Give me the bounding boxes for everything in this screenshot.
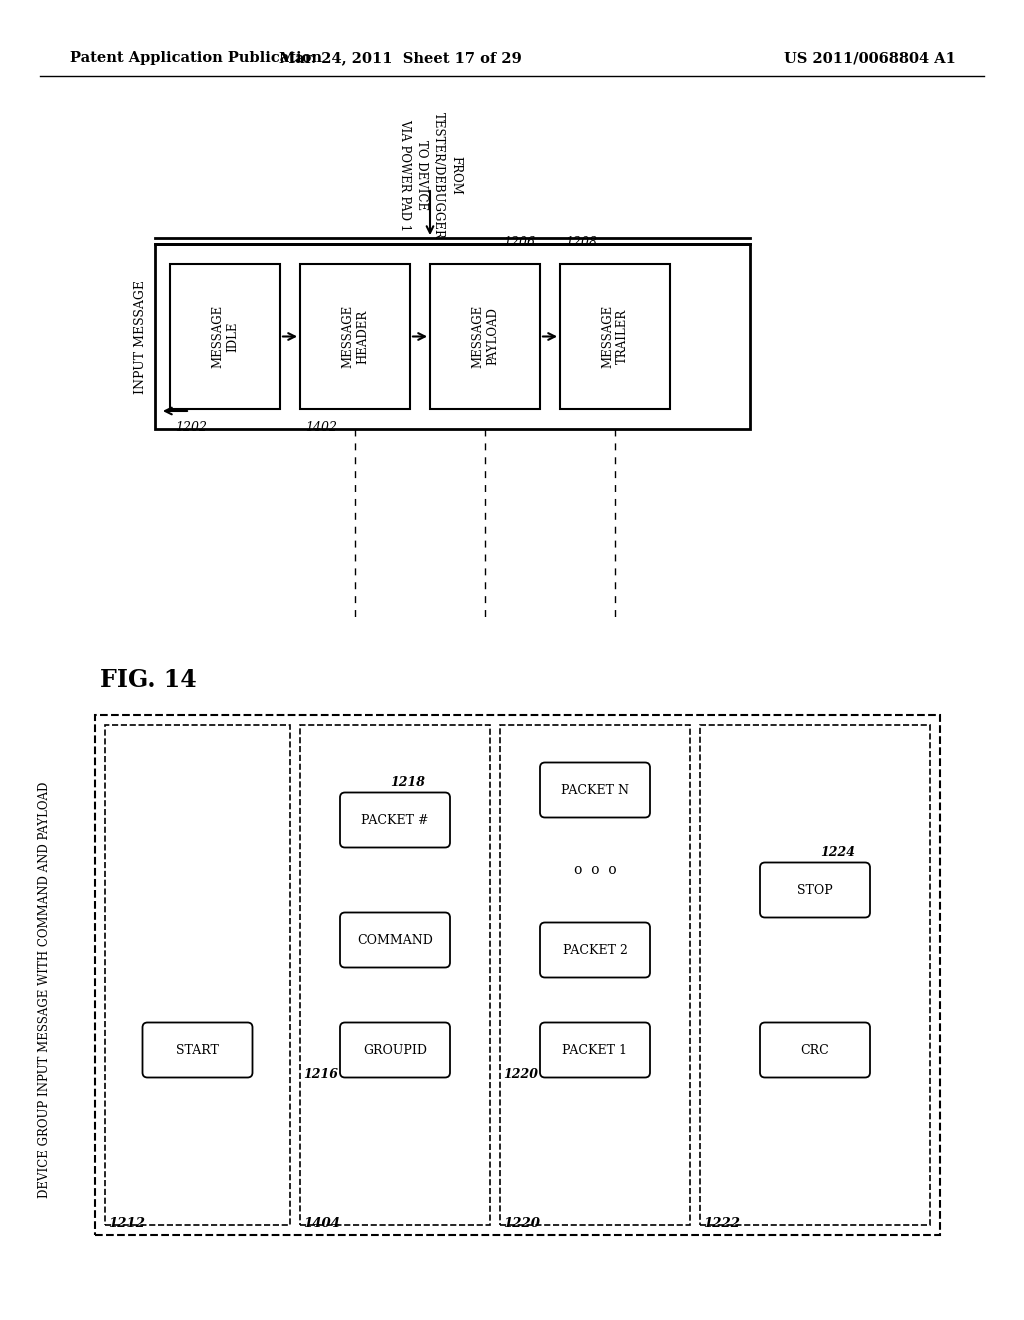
Text: INPUT MESSAGE: INPUT MESSAGE bbox=[133, 280, 146, 393]
Text: MESSAGE
TRAILER: MESSAGE TRAILER bbox=[601, 305, 629, 368]
Bar bbox=[500, 725, 690, 1225]
Text: DEVICE GROUP INPUT MESSAGE WITH COMMAND AND PAYLOAD: DEVICE GROUP INPUT MESSAGE WITH COMMAND … bbox=[39, 781, 51, 1199]
Text: GROUPID: GROUPID bbox=[362, 1044, 427, 1056]
FancyBboxPatch shape bbox=[760, 1023, 870, 1077]
Bar bbox=[430, 264, 540, 409]
Text: Mar. 24, 2011  Sheet 17 of 29: Mar. 24, 2011 Sheet 17 of 29 bbox=[279, 51, 521, 65]
Text: 1216: 1216 bbox=[303, 1068, 338, 1081]
Text: 1222: 1222 bbox=[703, 1217, 740, 1230]
Text: 1220: 1220 bbox=[503, 1217, 540, 1230]
FancyBboxPatch shape bbox=[340, 792, 450, 847]
Text: 1218: 1218 bbox=[390, 776, 425, 789]
FancyBboxPatch shape bbox=[540, 1023, 650, 1077]
Text: FROM
TESTER/DEBUGGER
TO DEVICE
VIA POWER PAD 1: FROM TESTER/DEBUGGER TO DEVICE VIA POWER… bbox=[398, 112, 462, 239]
Text: PACKET 2: PACKET 2 bbox=[562, 944, 628, 957]
Text: COMMAND: COMMAND bbox=[357, 933, 433, 946]
Text: 1202: 1202 bbox=[175, 421, 207, 434]
FancyBboxPatch shape bbox=[760, 862, 870, 917]
FancyBboxPatch shape bbox=[540, 763, 650, 817]
Text: 1208: 1208 bbox=[565, 236, 597, 249]
Bar bbox=[170, 264, 280, 409]
Text: 1402: 1402 bbox=[305, 421, 337, 434]
Bar bbox=[300, 264, 410, 409]
Text: 1220: 1220 bbox=[503, 1068, 538, 1081]
Bar bbox=[300, 725, 490, 1225]
FancyBboxPatch shape bbox=[340, 912, 450, 968]
Bar bbox=[560, 264, 670, 409]
Bar bbox=[700, 725, 930, 1225]
Text: PACKET #: PACKET # bbox=[361, 813, 429, 826]
Text: 1404: 1404 bbox=[303, 1217, 340, 1230]
Text: MESSAGE
IDLE: MESSAGE IDLE bbox=[211, 305, 239, 368]
Text: MESSAGE
PAYLOAD: MESSAGE PAYLOAD bbox=[471, 305, 499, 368]
Text: STOP: STOP bbox=[797, 883, 833, 896]
FancyBboxPatch shape bbox=[142, 1023, 253, 1077]
Text: Patent Application Publication: Patent Application Publication bbox=[70, 51, 322, 65]
Text: 1212: 1212 bbox=[108, 1217, 145, 1230]
Text: o  o  o: o o o bbox=[573, 863, 616, 876]
Text: START: START bbox=[176, 1044, 219, 1056]
Bar bbox=[105, 725, 290, 1225]
Bar bbox=[95, 715, 940, 1236]
Bar bbox=[155, 244, 750, 429]
FancyBboxPatch shape bbox=[340, 1023, 450, 1077]
FancyBboxPatch shape bbox=[540, 923, 650, 978]
Text: 1206: 1206 bbox=[503, 236, 535, 249]
Text: 1224: 1224 bbox=[820, 846, 855, 859]
Text: PACKET 1: PACKET 1 bbox=[562, 1044, 628, 1056]
Text: PACKET N: PACKET N bbox=[561, 784, 629, 796]
Text: FIG. 14: FIG. 14 bbox=[100, 668, 197, 692]
Text: CRC: CRC bbox=[801, 1044, 829, 1056]
Text: MESSAGE
HEADER: MESSAGE HEADER bbox=[341, 305, 369, 368]
Text: US 2011/0068804 A1: US 2011/0068804 A1 bbox=[784, 51, 956, 65]
